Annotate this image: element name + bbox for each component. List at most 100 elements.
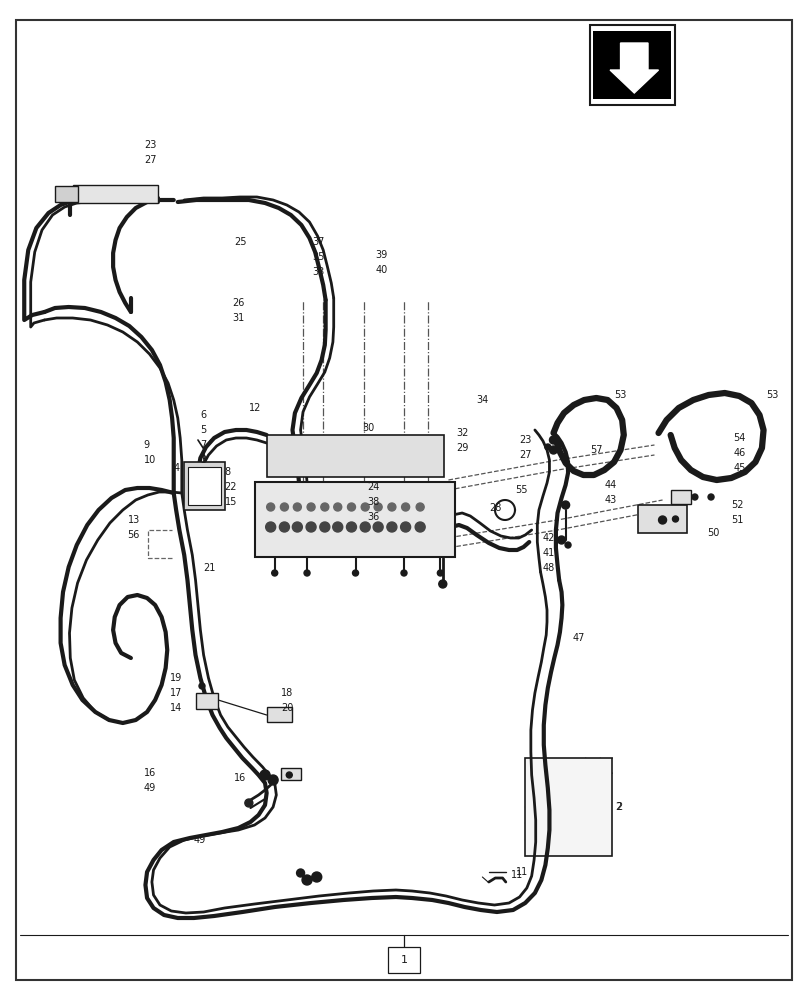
Text: 35: 35 [313,252,325,262]
Text: 21: 21 [204,563,216,573]
Circle shape [266,522,276,532]
Text: 17: 17 [170,688,182,698]
Text: 3: 3 [200,455,207,465]
Text: 53: 53 [614,390,626,400]
Text: 44: 44 [604,480,617,490]
Text: 6: 6 [200,410,207,420]
Circle shape [347,503,356,511]
Text: 39: 39 [376,250,388,260]
Text: 2: 2 [616,802,622,812]
Text: 49: 49 [144,783,156,793]
Circle shape [280,522,289,532]
Text: 52: 52 [731,500,743,510]
Text: 15: 15 [225,497,237,507]
Bar [73,185,158,203]
Text: 30: 30 [362,423,374,433]
Text: 10: 10 [144,455,156,465]
Circle shape [333,522,343,532]
Text: 49: 49 [194,835,206,845]
Circle shape [245,799,253,807]
Bar [196,693,218,709]
Bar [671,490,691,504]
Text: 7: 7 [200,440,207,450]
Circle shape [297,869,305,877]
Text: 50: 50 [707,528,719,538]
Polygon shape [610,43,659,93]
Circle shape [401,522,410,532]
Text: 40: 40 [376,265,388,275]
Text: 27: 27 [520,450,532,460]
Bar [255,482,455,557]
Bar [267,435,444,477]
Circle shape [402,503,410,511]
Bar [638,505,687,533]
Text: 36: 36 [368,512,380,522]
Circle shape [292,522,302,532]
Text: 34: 34 [477,395,489,405]
Bar [525,758,612,856]
Text: 26: 26 [233,298,245,308]
Circle shape [558,536,566,544]
Circle shape [361,503,369,511]
Circle shape [307,503,315,511]
Text: 46: 46 [734,448,746,458]
Circle shape [302,875,312,885]
Circle shape [268,775,278,785]
Text: 11: 11 [511,870,523,880]
Text: 22: 22 [225,482,237,492]
Text: 23: 23 [144,140,156,150]
Text: 42: 42 [543,533,555,543]
Circle shape [374,503,382,511]
Text: 27: 27 [144,155,156,165]
Text: 20: 20 [281,703,293,713]
Circle shape [347,522,356,532]
Circle shape [545,444,551,450]
Text: 33: 33 [313,267,325,277]
Circle shape [304,570,310,576]
Circle shape [199,683,205,689]
Text: 54: 54 [734,433,746,443]
Bar [55,186,78,202]
Text: 1: 1 [401,955,407,965]
Text: 31: 31 [233,313,245,323]
Text: 19: 19 [170,673,182,683]
Bar [184,462,225,510]
Text: 9: 9 [144,440,150,450]
Circle shape [692,494,698,500]
Text: 12: 12 [249,403,261,413]
Text: 5: 5 [200,425,207,435]
Text: 16: 16 [234,773,246,783]
Text: 13: 13 [128,515,140,525]
Text: 29: 29 [457,443,469,453]
Text: 32: 32 [457,428,469,438]
Text: 38: 38 [368,497,380,507]
Circle shape [312,872,322,882]
Text: 56: 56 [128,530,140,540]
Circle shape [260,770,270,780]
Bar [590,25,675,105]
Text: 18: 18 [281,688,293,698]
Text: 25: 25 [234,237,246,247]
Text: 45: 45 [734,463,746,473]
Circle shape [373,522,383,532]
Circle shape [320,522,330,532]
Circle shape [562,501,570,509]
Circle shape [352,570,359,576]
Bar [388,947,420,973]
Text: 47: 47 [572,633,584,643]
Text: 37: 37 [313,237,325,247]
Circle shape [286,772,292,778]
Circle shape [321,503,329,511]
Circle shape [659,516,667,524]
Text: 43: 43 [604,495,617,505]
Bar [188,467,221,505]
Text: 23: 23 [520,435,532,445]
Text: 14: 14 [170,703,182,713]
Circle shape [415,522,425,532]
Circle shape [267,503,275,511]
Circle shape [437,570,444,576]
Circle shape [401,570,407,576]
Bar [281,768,301,780]
Circle shape [708,494,714,500]
Text: 57: 57 [590,445,602,455]
